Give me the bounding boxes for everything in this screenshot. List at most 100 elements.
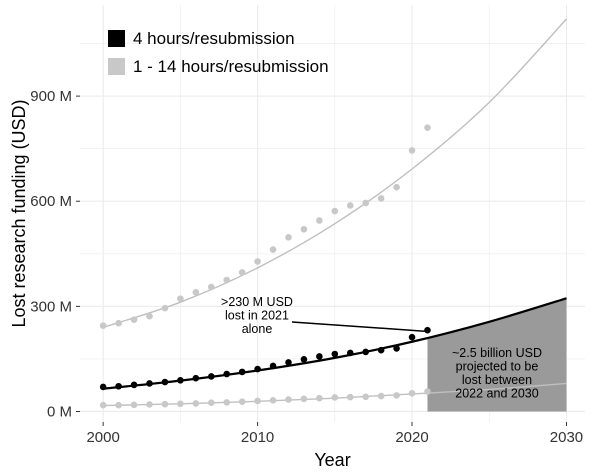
black-point [269, 362, 277, 370]
black-point [300, 355, 308, 363]
gray-lower-point [99, 401, 107, 409]
black-point [207, 373, 215, 380]
black-point [331, 350, 339, 358]
black-point [146, 380, 153, 387]
gray-lower-point [269, 396, 277, 404]
gray-lower-point [316, 394, 323, 402]
gray-upper-point [238, 269, 246, 276]
projection-layer [427, 298, 567, 412]
gray-upper-point [424, 124, 431, 131]
black-point [408, 333, 416, 341]
gray-upper-point [177, 295, 184, 302]
gray-lower-point [331, 394, 339, 401]
annotation-2021-line: alone [242, 322, 273, 336]
gray-upper-point [130, 316, 138, 323]
gray-lower-point [424, 388, 431, 395]
legend-swatch [108, 58, 125, 75]
x-tick-label: 2010 [241, 429, 274, 446]
annotation-2021-line: lost in 2021 [225, 309, 289, 323]
annotation-projection-line: projected to be [456, 360, 539, 374]
gray-lower-point [408, 389, 416, 397]
projection-shaded-area [427, 298, 567, 412]
gray-upper-point [408, 147, 416, 154]
gray-lower-point [377, 392, 385, 400]
legend-item-1-14-hours: 1 - 14 hours/resubmission [108, 57, 329, 76]
gray-upper-point [223, 276, 231, 284]
gray-lower-point [285, 396, 292, 403]
black-point [346, 349, 354, 357]
legend-label: 1 - 14 hours/resubmission [133, 57, 329, 76]
axes-layer: 2000 2010 2020 2030 0 M 300 M 600 M 900 M Year Lo… [9, 88, 583, 470]
gray-upper-point [192, 289, 200, 296]
gray-upper-point [285, 234, 292, 241]
gray-lower-point [130, 401, 138, 409]
x-axis-title: Year [314, 450, 350, 470]
black-point [177, 377, 184, 384]
gray-upper-point [393, 183, 400, 191]
gray-upper-point [346, 202, 354, 209]
gray-upper-point [269, 246, 277, 253]
gray-upper-point [207, 283, 215, 291]
gray-upper-point [377, 195, 385, 202]
gray-upper-point [99, 322, 107, 329]
gray-upper-point [254, 258, 261, 265]
gray-upper-point [316, 217, 323, 224]
y-tick-label: 900 M [30, 88, 72, 105]
black-point [99, 383, 107, 391]
black-point [362, 348, 370, 356]
black-point [316, 353, 323, 360]
annotation-projection-line: ~2.5 billion USD [452, 346, 542, 360]
gray-lower-point [300, 395, 308, 403]
gray-lower-point [192, 400, 200, 407]
gray-lower-point [393, 392, 400, 399]
grid-layer [80, 5, 585, 422]
black-point [254, 365, 261, 373]
gray-lower-point [346, 393, 354, 401]
y-axis-title: Lost research funding (USD) [9, 99, 29, 327]
legend: 4 hours/resubmission 1 - 14 hours/resubmi… [108, 29, 329, 76]
black-point [223, 370, 231, 378]
black-point [238, 368, 246, 376]
gray-lower-point [238, 398, 246, 405]
gray-upper-point [300, 225, 308, 233]
legend-label: 4 hours/resubmission [133, 29, 295, 48]
x-tick-label: 2030 [550, 429, 583, 446]
annotation-projection-line: 2022 and 2030 [455, 387, 538, 401]
gray-upper-point [115, 319, 122, 327]
annotation-2021-pointer [291, 321, 425, 332]
annotation-projection-line: lost between [462, 373, 532, 387]
gray-upper-point [362, 199, 370, 207]
gray-lower-point [254, 397, 261, 405]
gray-lower-point [161, 400, 169, 408]
points-layer [99, 124, 431, 409]
x-tick-label: 2020 [395, 429, 428, 446]
black-point [393, 345, 400, 352]
gray-lower-point [177, 400, 184, 408]
legend-swatch [108, 30, 125, 47]
gray-lower-point [146, 401, 153, 408]
legend-item-4-hours: 4 hours/resubmission [108, 29, 295, 48]
y-tick-label: 600 M [30, 193, 72, 210]
y-tick-label: 300 M [30, 298, 72, 315]
gray-upper-point [146, 312, 153, 320]
gray-upper-point [331, 207, 339, 215]
gray-fit-line-upper [102, 18, 567, 329]
annotation-2021-line: >230 M USD [221, 295, 293, 309]
black-point [377, 346, 385, 354]
gray-lower-point [223, 399, 231, 406]
gray-lower-point [115, 401, 122, 409]
gray-upper-point [161, 304, 169, 312]
black-point [285, 359, 292, 366]
black-point [192, 374, 200, 382]
y-tick-label: 0 M [47, 403, 72, 420]
gray-lower-point [207, 399, 215, 407]
black-point [424, 326, 431, 334]
black-point [130, 381, 138, 389]
x-tick-label: 2000 [86, 429, 119, 446]
black-point [161, 378, 169, 386]
gray-lower-point [362, 393, 370, 401]
black-point [115, 382, 122, 390]
